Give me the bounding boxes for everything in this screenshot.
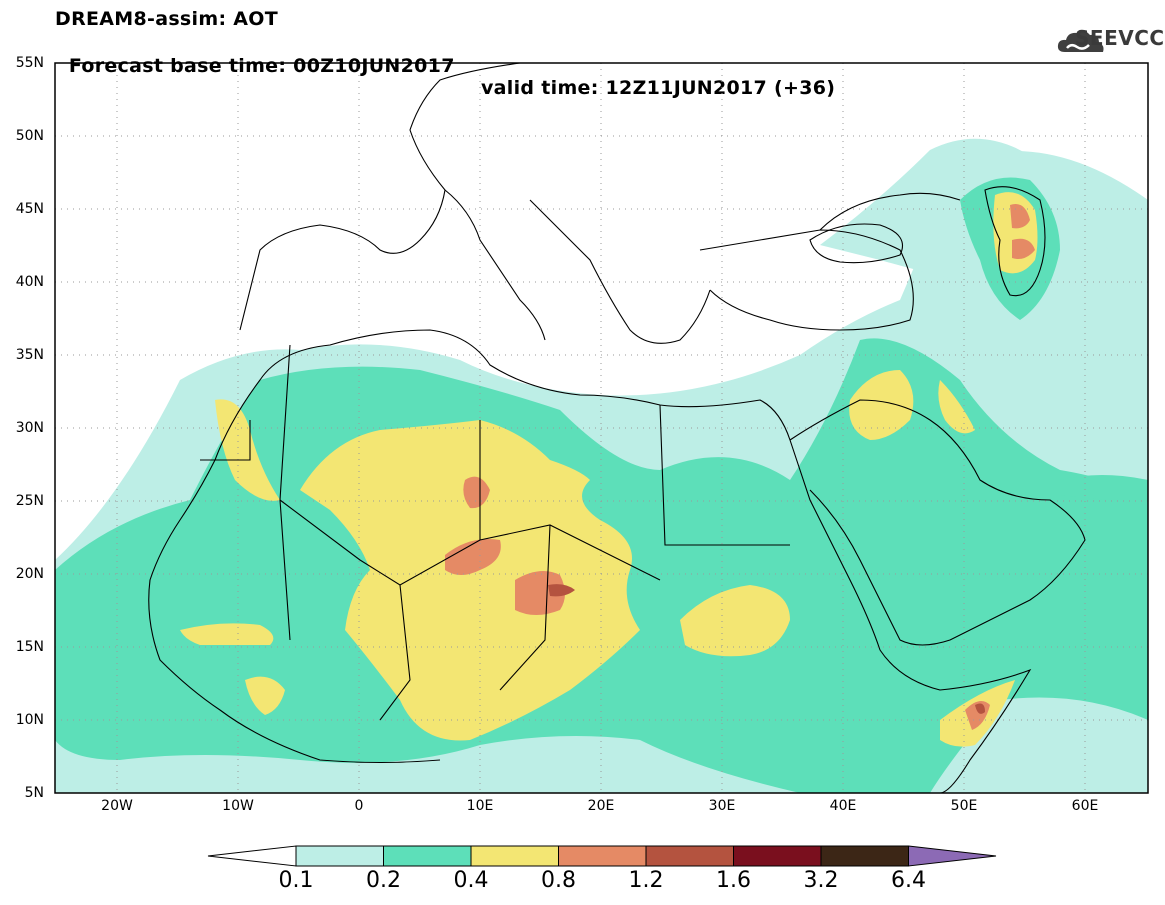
colorbar-segment [207, 845, 297, 867]
lat-label: 25N [15, 493, 44, 509]
colorbar-segment [908, 845, 997, 867]
lon-label: 20W [101, 798, 133, 814]
colorbar-segment [295, 845, 384, 867]
lat-label: 55N [15, 55, 44, 71]
lon-label: 0 [354, 798, 364, 814]
lat-label: 5N [24, 785, 44, 801]
aot-band-0-8-sudan [515, 571, 565, 615]
colorbar [207, 845, 997, 867]
cloud-logo-icon [1057, 30, 1104, 52]
aot-band-0-4-sahara [300, 420, 640, 741]
map-frame [54, 62, 1149, 794]
lon-label: 20E [587, 798, 615, 814]
colorbar-segment [733, 845, 822, 867]
colorbar-label: 0.2 [366, 868, 401, 893]
lat-label: 40N [15, 274, 44, 290]
lat-label: 10N [15, 712, 44, 728]
colorbar-segment [820, 845, 909, 867]
lat-label: 20N [15, 566, 44, 582]
colorbar-label: 0.4 [453, 868, 489, 893]
lat-label: 50N [15, 128, 44, 144]
aot-band-0-8-libya [463, 476, 490, 509]
aot-band-0-8-caspian [1010, 204, 1030, 229]
lat-label: 45N [15, 201, 44, 217]
colorbar-label: 3.2 [803, 868, 839, 893]
lat-label: 35N [15, 347, 44, 363]
aot-band-0-2-east [1060, 475, 1148, 505]
aot-band-1-2 [548, 584, 575, 597]
colorbar-segment [558, 845, 647, 867]
aot-band-0-4-arabia [849, 370, 914, 440]
aot-band-0-4-sahel-w [180, 623, 274, 645]
aot-band-1-2-horn [975, 703, 985, 714]
lon-label: 10W [222, 798, 254, 814]
aot-map [54, 62, 1149, 794]
aot-field [55, 138, 1148, 793]
colorbar-label: 0.8 [541, 868, 576, 893]
lon-label: 60E [1071, 798, 1099, 814]
colorbar-label: 0.1 [278, 868, 314, 893]
lat-label: 30N [15, 420, 44, 436]
logo-text: SEEVCCC [1075, 26, 1165, 50]
map-title: DREAM8-assim: AOT [55, 8, 278, 30]
time-info: Forecast base time: 00Z10JUN2017 valid t… [55, 33, 835, 99]
aot-band-0-8-caspian-2 [1012, 238, 1035, 259]
colorbar-label: 1.2 [628, 868, 664, 893]
aot-band-0-4-sahel-s [245, 676, 285, 715]
aot-band-0-4-sudan [680, 585, 790, 657]
lon-label: 10E [466, 798, 494, 814]
aot-band-0-4-gulf [938, 380, 975, 434]
aot-band-0-8-chad [445, 539, 501, 575]
base-time: Forecast base time: 00Z10JUN2017 [68, 55, 455, 77]
lon-label: 30E [708, 798, 736, 814]
colorbar-segment [383, 845, 472, 867]
coastlines [148, 63, 1086, 793]
colorbar-label: 1.6 [716, 868, 751, 893]
lon-label: 40E [829, 798, 857, 814]
colorbar-segment [645, 845, 734, 867]
lon-label: 50E [950, 798, 978, 814]
colorbar-label: 6.4 [891, 868, 926, 893]
lat-label: 15N [15, 639, 44, 655]
colorbar-segment [470, 845, 559, 867]
valid-time: valid time: 12Z11JUN2017 (+36) [481, 77, 836, 99]
